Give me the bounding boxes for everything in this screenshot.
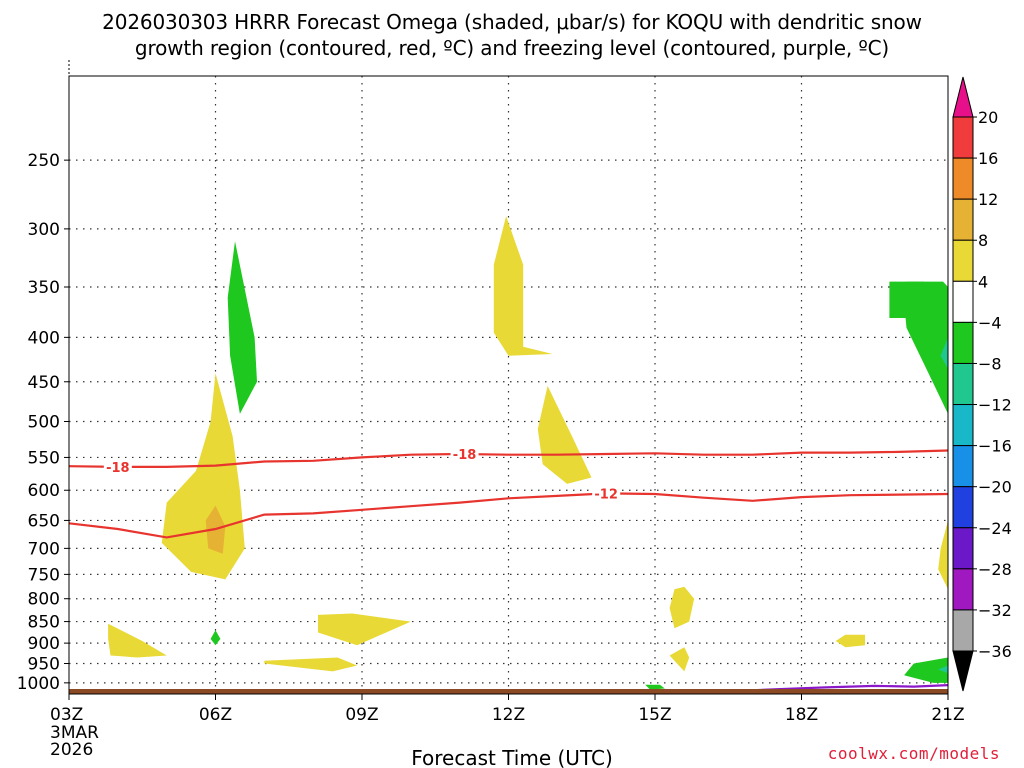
colorbar-box-2 xyxy=(953,199,973,240)
colorbar-label-10: −24 xyxy=(978,519,1012,538)
x-tick-label-09Z: 09Z xyxy=(345,705,378,725)
x-tick-label-12Z: 12Z xyxy=(492,705,525,725)
omega-region-18 xyxy=(938,520,948,589)
colorbar-label-8: −16 xyxy=(978,437,1012,456)
y-tick-label-450: 450 xyxy=(28,373,60,393)
colorbar-label-1: 16 xyxy=(978,149,998,168)
omega-region-3 xyxy=(494,216,553,356)
colorbar-box-3 xyxy=(953,240,973,281)
colorbar-bottom-arrow xyxy=(953,651,973,691)
colorbar-label-6: −8 xyxy=(978,354,1002,373)
y-tick-label-900: 900 xyxy=(28,634,60,654)
grid-lines xyxy=(69,76,948,694)
colorbar-top-arrow xyxy=(953,77,973,117)
y-tick-label-1000: 1000 xyxy=(17,674,60,694)
colorbar-label-13: −36 xyxy=(978,642,1012,661)
y-tick-label-950: 950 xyxy=(28,655,60,675)
colorbar-label-12: −32 xyxy=(978,601,1012,620)
colorbar-box-10 xyxy=(953,528,973,569)
colorbar-label-5: −4 xyxy=(978,313,1002,332)
y-tick-label-500: 500 xyxy=(28,412,60,432)
colorbar-box-11 xyxy=(953,569,973,610)
contour-label--18-0: -18 xyxy=(106,461,130,476)
omega-region-9 xyxy=(670,587,695,629)
colorbar-box-4 xyxy=(953,281,973,322)
colorbar-box-7 xyxy=(953,405,973,446)
omega-region-8 xyxy=(264,658,357,672)
omega-region-11 xyxy=(836,635,865,648)
y-tick-label-600: 600 xyxy=(28,481,60,501)
contour-label--18-1: -18 xyxy=(453,448,477,463)
x-tick-label-03Z: 03Z xyxy=(50,705,83,725)
y-tick-label-750: 750 xyxy=(28,565,60,585)
colorbar-label-4: 4 xyxy=(978,272,988,291)
omega-region-2 xyxy=(228,241,257,414)
omega-region-5 xyxy=(108,624,167,658)
colorbar-box-1 xyxy=(953,158,973,199)
colorbar-label-2: 12 xyxy=(978,190,998,209)
colorbar-box-8 xyxy=(953,446,973,487)
y-tick-label-800: 800 xyxy=(28,590,60,610)
colorbar-box-12 xyxy=(953,610,973,651)
omega-region-12 xyxy=(645,685,665,690)
omega-region-4 xyxy=(538,386,592,484)
colorbar-label-9: −20 xyxy=(978,478,1012,497)
y-axis-ticks: 2503003504004505005506006507007508008509… xyxy=(17,151,69,694)
colorbar-box-9 xyxy=(953,487,973,528)
y-tick-label-400: 400 xyxy=(28,328,60,348)
omega-region-6 xyxy=(211,630,221,645)
colorbar-box-5 xyxy=(953,322,973,363)
colorbar-box-0 xyxy=(953,117,973,158)
colorbar-label-7: −12 xyxy=(978,396,1012,415)
omega-colorbar: 20 16 12 8 4 −4 −8 −12 −16 −20 −24 −28 −32 −36 xyxy=(953,77,1012,691)
colorbar-label-11: −28 xyxy=(978,560,1012,579)
colorbar-label-0: 20 xyxy=(978,108,998,127)
colorbar-label-3: 8 xyxy=(978,231,988,250)
y-tick-label-300: 300 xyxy=(28,220,60,240)
y-tick-label-250: 250 xyxy=(28,151,60,171)
contour-label--12-0: -12 xyxy=(594,487,618,502)
omega-region-0 xyxy=(162,373,245,579)
omega-region-10 xyxy=(670,647,690,671)
omega-region-7 xyxy=(318,614,411,646)
x-tick-label-21Z: 21Z xyxy=(931,705,964,725)
x-tick-label-18Z: 18Z xyxy=(785,705,818,725)
y-tick-label-550: 550 xyxy=(28,448,60,468)
ground-bar xyxy=(69,689,948,694)
y-tick-label-700: 700 xyxy=(28,539,60,559)
y-tick-label-650: 650 xyxy=(28,511,60,531)
y-tick-label-350: 350 xyxy=(28,278,60,298)
omega-region-14 xyxy=(889,282,923,318)
y-tick-label-850: 850 xyxy=(28,613,60,633)
x-tick-label-06Z: 06Z xyxy=(199,705,232,725)
colorbar-box-6 xyxy=(953,363,973,404)
credit-text: coolwx.com/models xyxy=(828,744,1000,763)
ground-surface-bar xyxy=(69,689,948,694)
x-tick-label-15Z: 15Z xyxy=(638,705,671,725)
